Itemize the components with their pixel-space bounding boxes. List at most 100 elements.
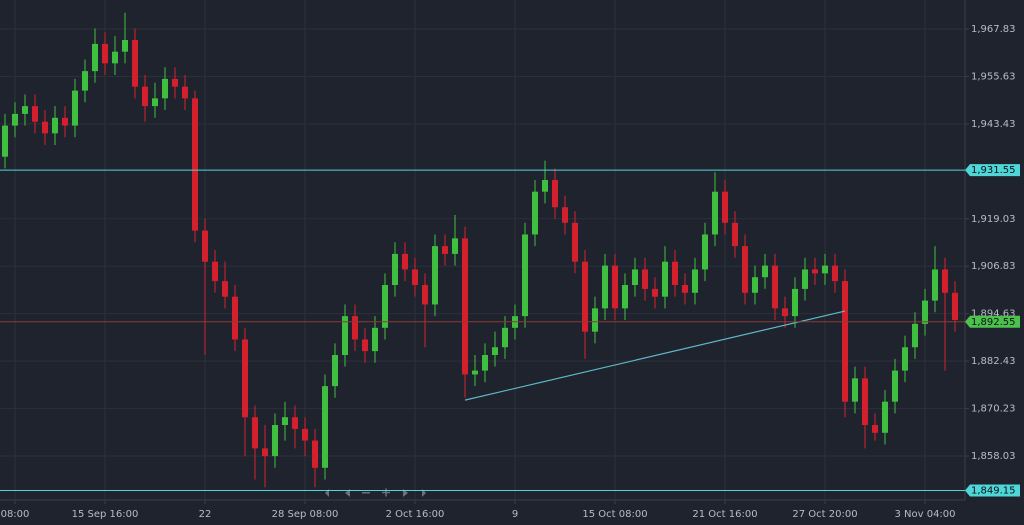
- candle-body: [762, 265, 768, 278]
- candle-body: [362, 339, 368, 352]
- candle-body: [352, 316, 358, 340]
- candle-body: [262, 448, 268, 457]
- candle-body: [72, 90, 78, 126]
- candle-body: [802, 269, 808, 289]
- y-tick-label: 1,870.23: [971, 404, 1016, 415]
- candle-body: [742, 246, 748, 293]
- price-label-box: [965, 164, 1020, 177]
- candle-body: [772, 265, 778, 309]
- y-tick-label: 1,858.03: [971, 451, 1016, 462]
- candle-body: [522, 234, 528, 317]
- candle-body: [732, 222, 738, 247]
- candle-body: [312, 440, 318, 468]
- candle-body: [902, 347, 908, 371]
- candle-body: [582, 261, 588, 332]
- candle-body: [872, 425, 878, 433]
- candle-body: [752, 277, 758, 293]
- x-tick-label: 15 Sep 16:00: [72, 509, 139, 520]
- candle-body: [532, 191, 538, 235]
- candle-body: [782, 308, 788, 317]
- candle-body: [292, 417, 298, 429]
- candle-body: [282, 417, 288, 426]
- candle-body: [572, 222, 578, 262]
- x-tick-label: 3 Nov 04:00: [894, 509, 955, 520]
- candle-body: [792, 288, 798, 317]
- price-label: 1,849.15: [971, 486, 1016, 497]
- x-tick-label: 27 Oct 20:00: [792, 509, 857, 520]
- candle-body: [852, 378, 858, 402]
- price-label: 1,892.55: [971, 317, 1016, 328]
- candle-body: [652, 288, 658, 297]
- candle-body: [182, 86, 188, 99]
- candle-body: [892, 370, 898, 402]
- candle-body: [642, 269, 648, 289]
- x-tick-label: 21 Oct 16:00: [692, 509, 757, 520]
- x-tick-label: 22: [199, 509, 212, 520]
- candle-body: [472, 370, 478, 375]
- price-label-box: [965, 315, 1020, 328]
- x-tick-label: 15 Oct 08:00: [582, 509, 647, 520]
- candle-body: [722, 191, 728, 223]
- candle-body: [932, 269, 938, 301]
- candle-body: [132, 40, 138, 87]
- candle-body: [302, 428, 308, 441]
- candle-body: [42, 121, 48, 134]
- candle-body: [12, 113, 18, 126]
- nav-zoom-in[interactable]: [382, 488, 390, 497]
- x-tick-label: 28 Sep 08:00: [272, 509, 339, 520]
- candle-body: [332, 355, 338, 387]
- candle-body: [592, 308, 598, 332]
- candle-body: [482, 355, 488, 371]
- price-label: 1,931.55: [971, 165, 1016, 176]
- candle-body: [52, 117, 58, 134]
- y-tick-label: 1,943.43: [971, 119, 1016, 130]
- candle-body: [922, 300, 928, 324]
- y-tick-label: 1,882.43: [971, 356, 1016, 367]
- y-tick-label: 1,955.63: [971, 71, 1016, 82]
- candle-body: [562, 207, 568, 223]
- candle-body: [142, 86, 148, 107]
- trendline: [464, 310, 846, 401]
- candle-body: [2, 125, 8, 157]
- candle-body: [202, 230, 208, 262]
- candle-body: [692, 269, 698, 293]
- candle-body: [832, 265, 838, 282]
- candle-body: [702, 234, 708, 270]
- candle-body: [112, 51, 118, 64]
- candle-body: [192, 98, 198, 231]
- candle-body: [102, 43, 108, 64]
- candle-body: [252, 417, 258, 449]
- candle-body: [242, 339, 248, 418]
- candle-body: [452, 238, 458, 254]
- candle-body: [22, 106, 28, 114]
- nav-zoom-out[interactable]: [362, 492, 370, 494]
- candle-body: [552, 180, 558, 208]
- candle-body: [382, 285, 388, 328]
- candle-body: [322, 386, 328, 468]
- candle-body: [222, 281, 228, 297]
- candle-body: [32, 106, 38, 122]
- price-label-box: [965, 484, 1020, 497]
- candle-body: [862, 378, 868, 426]
- candle-body: [612, 265, 618, 309]
- candle-body: [462, 238, 468, 375]
- candle-body: [622, 285, 628, 309]
- candle-body: [372, 327, 378, 352]
- candle-body: [172, 78, 178, 87]
- candle-body: [122, 40, 128, 52]
- candle-body: [912, 323, 918, 348]
- candle-body: [422, 285, 428, 305]
- candle-body: [542, 180, 548, 192]
- candle-body: [812, 269, 818, 274]
- candle-body: [822, 265, 828, 274]
- candle-body: [342, 316, 348, 356]
- candle-body: [432, 246, 438, 305]
- candle-body: [492, 347, 498, 356]
- candle-body: [662, 261, 668, 297]
- candle-body: [232, 296, 238, 340]
- x-tick-label: 08:00: [1, 509, 30, 520]
- candle-body: [152, 98, 158, 107]
- x-tick-label: 9: [512, 509, 518, 520]
- candle-body: [712, 191, 718, 235]
